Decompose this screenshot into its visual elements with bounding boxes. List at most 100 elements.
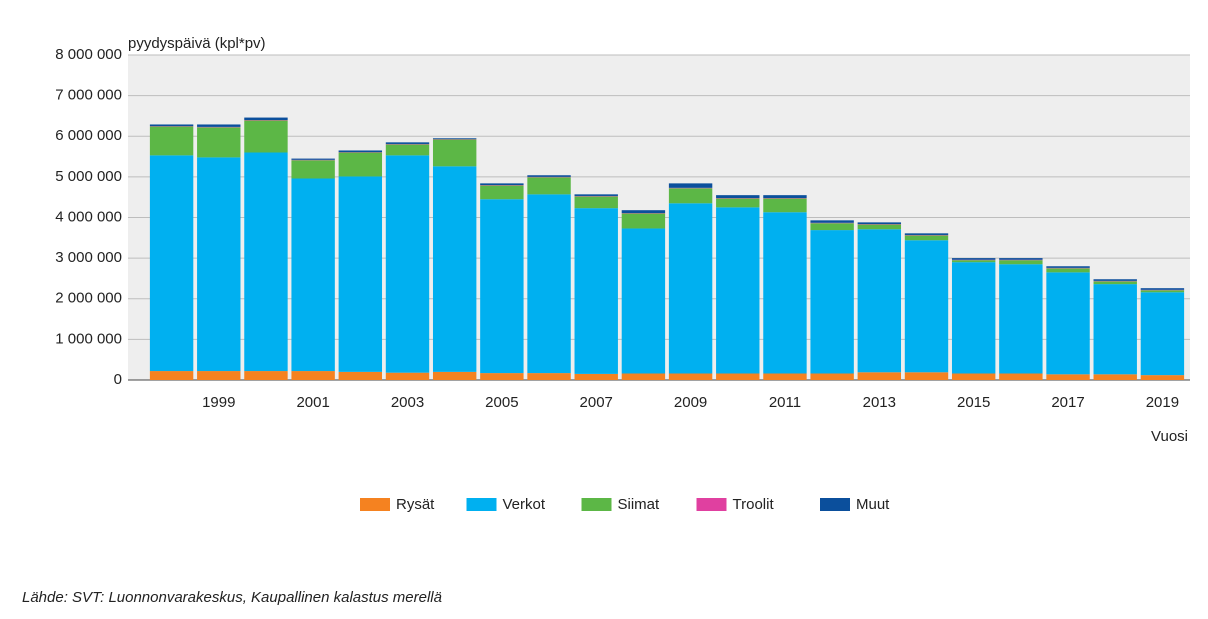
- bar-segment: [716, 373, 760, 380]
- bar-segment: [149, 371, 194, 380]
- bar-segment: [1046, 266, 1090, 268]
- bar-segment: [1046, 374, 1090, 380]
- legend-label: Verkot: [503, 496, 546, 513]
- bar-segment: [1093, 281, 1137, 285]
- x-tick-label: 2009: [674, 394, 707, 411]
- bar-segment: [904, 233, 949, 235]
- legend-swatch: [696, 498, 727, 511]
- bar-segment: [1093, 279, 1137, 281]
- bar-segment: [810, 223, 854, 231]
- bar-segment: [432, 138, 477, 140]
- bar-segment: [338, 176, 383, 372]
- bar-segment: [1093, 284, 1137, 375]
- bar-segment: [432, 166, 477, 372]
- bar-segment: [197, 157, 241, 372]
- bar-segment: [1140, 290, 1185, 293]
- legend-swatch: [581, 498, 612, 511]
- bar-segment: [951, 373, 996, 380]
- bar-segment: [244, 371, 288, 380]
- bar-segment: [668, 373, 713, 380]
- bar-segment: [574, 194, 618, 196]
- x-tick-label: 2017: [1051, 394, 1084, 411]
- bar-segment: [621, 210, 666, 214]
- bar-segment: [244, 152, 288, 372]
- x-tick-label: 2005: [485, 394, 518, 411]
- legend-swatch: [360, 498, 390, 511]
- y-tick-label: 4 000 000: [55, 208, 122, 225]
- bar-segment: [857, 222, 902, 224]
- x-tick-label: 2007: [580, 394, 613, 411]
- bar-segment: [244, 117, 288, 120]
- bar-segment: [480, 185, 524, 200]
- bar-segment: [480, 183, 524, 185]
- bar-segment: [716, 195, 760, 198]
- legend-swatch: [820, 498, 850, 511]
- bar-segment: [857, 224, 902, 230]
- bar-segment: [385, 142, 430, 144]
- bar-segment: [527, 175, 571, 177]
- bar-segment: [999, 258, 1043, 260]
- bar-segment: [385, 144, 430, 156]
- bar-segment: [763, 212, 807, 374]
- legend-label: Troolit: [733, 496, 775, 513]
- bar-segment: [197, 124, 241, 127]
- bar-segment: [1140, 288, 1185, 290]
- bar-segment: [904, 240, 949, 373]
- y-tick-label: 5 000 000: [55, 168, 122, 185]
- source: Lähde: SVT: Luonnonvarakeskus, Kaupallin…: [22, 589, 442, 606]
- x-tick-label: 1999: [202, 394, 235, 411]
- y-tick-label: 7 000 000: [55, 87, 122, 104]
- bar-segment: [1046, 268, 1090, 273]
- bar-segment: [338, 371, 383, 380]
- bar-segment: [951, 260, 996, 263]
- bar-segment: [999, 264, 1043, 374]
- y-axis-label: pyydyspäivä (kpl*pv): [128, 35, 266, 52]
- x-axis-label: Vuosi: [1151, 428, 1188, 445]
- bar-segment: [149, 155, 194, 372]
- bar-segment: [385, 372, 430, 380]
- bar-segment: [763, 373, 807, 380]
- bar-segment: [149, 126, 194, 156]
- bar-segment: [1140, 375, 1185, 380]
- x-tick-label: 2019: [1146, 394, 1179, 411]
- bar-segment: [621, 213, 666, 229]
- bar-segment: [716, 207, 760, 374]
- bar-segment: [197, 127, 241, 158]
- bar-segment: [291, 158, 335, 160]
- bar-segment: [668, 183, 713, 188]
- bar-segment: [149, 124, 194, 127]
- bar-segment: [904, 372, 949, 380]
- bar-segment: [527, 177, 571, 195]
- bar-segment: [197, 371, 241, 380]
- bar-segment: [999, 373, 1043, 380]
- bar-segment: [621, 228, 666, 374]
- bar-segment: [951, 262, 996, 374]
- y-tick-label: 1 000 000: [55, 330, 122, 347]
- legend-label: Rysät: [396, 496, 435, 513]
- legend-swatch: [466, 498, 497, 511]
- x-tick-label: 2011: [769, 394, 801, 411]
- y-tick-label: 6 000 000: [55, 127, 122, 144]
- bar-segment: [810, 230, 854, 374]
- bar-segment: [857, 372, 902, 380]
- bar-segment: [527, 194, 571, 374]
- bar-segment: [763, 198, 807, 213]
- bar-segment: [810, 220, 854, 223]
- bar-segment: [904, 235, 949, 241]
- bar-segment: [621, 373, 666, 380]
- bar-segment: [574, 196, 618, 209]
- bar-segment: [291, 178, 335, 372]
- bar-segment: [999, 260, 1043, 265]
- bar-segment: [432, 139, 477, 167]
- y-tick-label: 2 000 000: [55, 290, 122, 307]
- y-tick-label: 3 000 000: [55, 249, 122, 266]
- bar-segment: [338, 150, 383, 153]
- bar-segment: [338, 152, 383, 177]
- bar-segment: [385, 155, 430, 373]
- legend-label: Muut: [856, 496, 890, 513]
- legend-label: Siimat: [618, 496, 661, 513]
- x-tick-label: 2001: [296, 394, 329, 411]
- bar-segment: [291, 371, 335, 380]
- y-tick-label: 8 000 000: [55, 46, 122, 63]
